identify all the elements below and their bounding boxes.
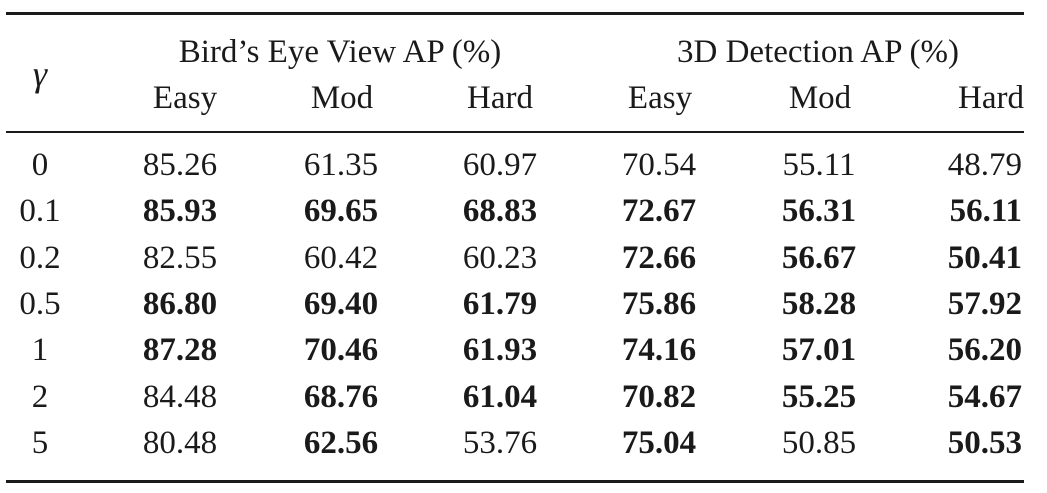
subheader-bev-hard: Hard (467, 80, 533, 116)
gamma-value: 1 (31, 332, 49, 368)
cell-bev-hard: 61.04 (462, 379, 538, 415)
cell-3d-mod: 56.67 (781, 240, 857, 276)
cell-bev-easy: 82.55 (142, 240, 218, 276)
cell-3d-mod: 55.25 (781, 379, 857, 415)
cell-bev-hard: 53.76 (462, 425, 538, 461)
gamma-value: 0.1 (19, 193, 61, 229)
cell-3d-easy: 75.04 (621, 425, 697, 461)
cell-bev-hard: 60.97 (462, 147, 538, 183)
cell-3d-easy: 70.54 (621, 147, 697, 183)
cell-bev-mod: 69.40 (303, 286, 379, 322)
cell-bev-mod: 61.35 (303, 147, 379, 183)
cell-bev-mod: 69.65 (303, 193, 379, 229)
cell-3d-hard: 48.79 (947, 147, 1022, 183)
cell-3d-mod: 50.85 (781, 425, 857, 461)
cell-bev-hard: 61.93 (462, 332, 538, 368)
bottom-rule (6, 480, 1024, 483)
cell-bev-hard: 60.23 (462, 240, 538, 276)
cell-3d-easy: 75.86 (621, 286, 697, 322)
cell-bev-easy: 85.26 (142, 147, 218, 183)
cell-bev-easy: 87.28 (142, 332, 218, 368)
cell-3d-easy: 72.66 (621, 240, 697, 276)
cell-bev-hard: 61.79 (462, 286, 538, 322)
cell-bev-mod: 68.76 (303, 379, 379, 415)
cell-3d-hard: 50.41 (947, 240, 1022, 276)
cell-3d-easy: 70.82 (621, 379, 697, 415)
subheader-3d-hard: Hard (958, 80, 1024, 116)
cell-bev-mod: 70.46 (303, 332, 379, 368)
3d-detection-ap-header: 3D Detection AP (%) (677, 34, 959, 70)
cell-3d-hard: 56.11 (949, 193, 1022, 229)
gamma-header: γ (32, 54, 48, 94)
cell-bev-easy: 84.48 (142, 379, 218, 415)
header-rule (6, 131, 1024, 133)
cell-3d-hard: 50.53 (947, 425, 1022, 461)
gamma-value: 0 (31, 147, 49, 183)
bev-ap-header: Bird’s Eye View AP (%) (178, 34, 502, 70)
cell-3d-mod: 55.11 (782, 147, 856, 183)
subheader-3d-mod: Mod (788, 80, 852, 116)
cell-3d-mod: 57.01 (781, 332, 857, 368)
cell-3d-mod: 56.31 (781, 193, 857, 229)
top-rule (6, 12, 1024, 15)
cell-bev-easy: 80.48 (142, 425, 218, 461)
gamma-value: 5 (31, 425, 49, 461)
cell-bev-hard: 68.83 (462, 193, 538, 229)
cell-3d-easy: 72.67 (621, 193, 697, 229)
cell-bev-easy: 85.93 (142, 193, 218, 229)
cell-3d-easy: 74.16 (621, 332, 697, 368)
cell-3d-hard: 56.20 (947, 332, 1022, 368)
subheader-bev-easy: Easy (152, 80, 218, 116)
cell-bev-mod: 60.42 (303, 240, 379, 276)
subheader-3d-easy: Easy (627, 80, 693, 116)
gamma-value: 0.2 (19, 240, 61, 276)
cell-3d-mod: 58.28 (781, 286, 857, 322)
cell-3d-hard: 54.67 (947, 379, 1022, 415)
cell-bev-mod: 62.56 (303, 425, 379, 461)
gamma-value: 0.5 (19, 286, 61, 322)
cell-3d-hard: 57.92 (947, 286, 1022, 322)
gamma-value: 2 (31, 379, 49, 415)
cell-bev-easy: 86.80 (142, 286, 218, 322)
subheader-bev-mod: Mod (310, 80, 374, 116)
